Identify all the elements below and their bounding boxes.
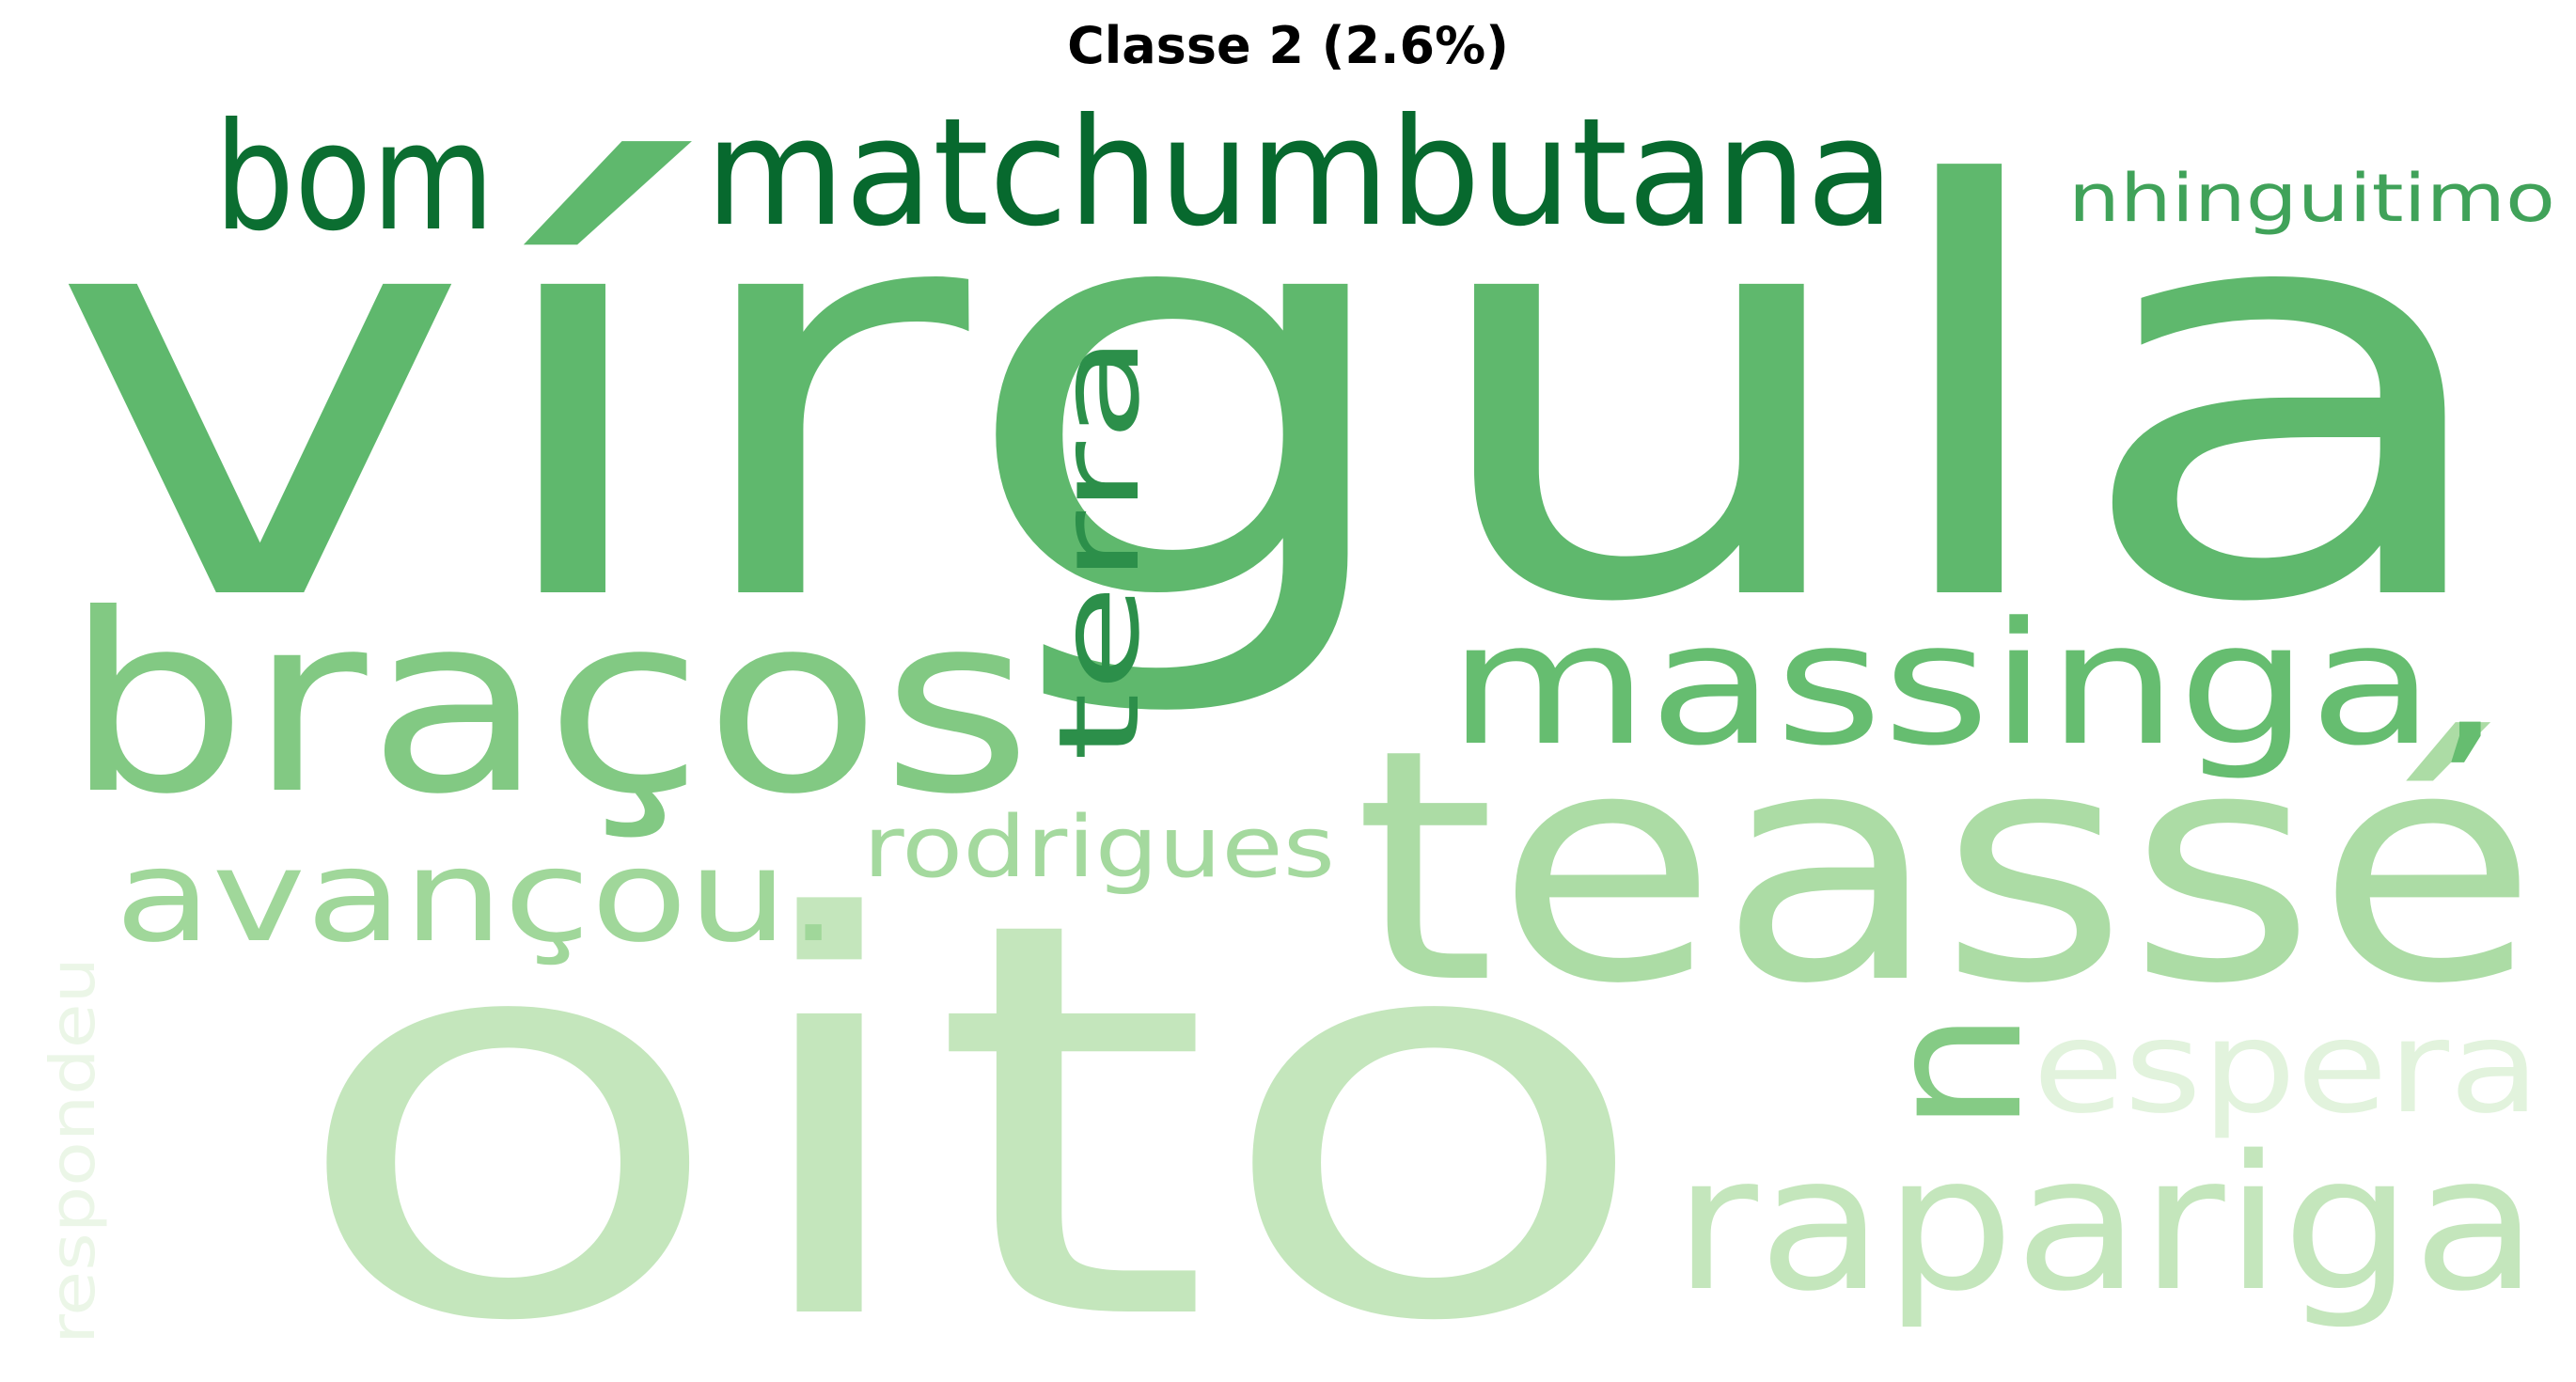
word-rodrigues: rodrigues <box>863 798 1335 897</box>
word-virgula: vírgula <box>47 69 2510 726</box>
chart-title: Classe 2 (2.6%) <box>1067 16 1509 75</box>
word-oito: oito <box>287 806 1655 1382</box>
word-n: n <box>1846 1011 2065 1133</box>
word-bracos: braços <box>64 561 1032 848</box>
word-matchumbutana: matchumbutana <box>705 86 1894 259</box>
word-espera: espera <box>2033 994 2540 1142</box>
word-avancou: avançou. <box>115 823 839 971</box>
word-bom: bom <box>214 91 495 264</box>
word-massinga: massinga, <box>1448 587 2501 783</box>
word-nhinguitimo: nhinguitimo <box>2068 160 2555 237</box>
word-teasse: teassé <box>1354 682 2538 1054</box>
word-respondeu: respondeu <box>37 957 109 1344</box>
word-rapariga: rapariga <box>1673 1115 2538 1332</box>
word-terra: terra <box>1034 334 1164 762</box>
